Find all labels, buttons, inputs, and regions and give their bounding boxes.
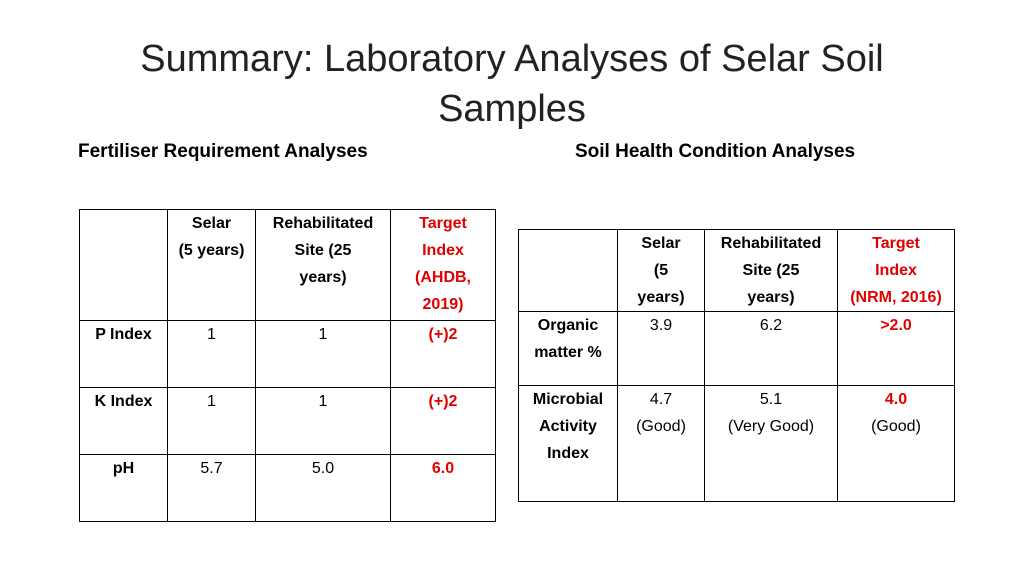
table-header-row: Selar (5 years) Rehabilitated Site (25 y… xyxy=(519,230,955,312)
row-label: Microbial Activity Index xyxy=(519,386,618,502)
row-label: pH xyxy=(80,455,168,522)
header-selar: Selar (5 years) xyxy=(168,210,256,321)
header-rehabilitated: Rehabilitated Site (25 years) xyxy=(705,230,838,312)
row-label: P Index xyxy=(80,321,168,388)
header-rehabilitated: Rehabilitated Site (25 years) xyxy=(256,210,391,321)
selar-value: 5.7 xyxy=(168,455,256,522)
target-value: 4.0 (Good) xyxy=(838,386,955,502)
fertiliser-heading: Fertiliser Requirement Analyses xyxy=(78,141,368,163)
rehab-value: 6.2 xyxy=(705,312,838,386)
rehab-value: 5.0 xyxy=(256,455,391,522)
header-selar: Selar (5 years) xyxy=(618,230,705,312)
page-title: Summary: Laboratory Analyses of Selar So… xyxy=(60,34,964,134)
selar-value: 4.7 (Good) xyxy=(618,386,705,502)
target-value: (+)2 xyxy=(391,321,496,388)
rehab-value: 1 xyxy=(256,321,391,388)
table-row: K Index 1 1 (+)2 xyxy=(80,388,496,455)
rehab-value: 1 xyxy=(256,388,391,455)
header-empty-cell xyxy=(80,210,168,321)
selar-value: 3.9 xyxy=(618,312,705,386)
title-line-1: Summary: Laboratory Analyses of Selar So… xyxy=(60,34,964,84)
target-value: >2.0 xyxy=(838,312,955,386)
fertiliser-table: Selar (5 years) Rehabilitated Site (25 y… xyxy=(79,209,496,522)
table-row: P Index 1 1 (+)2 xyxy=(80,321,496,388)
soil-health-table: Selar (5 years) Rehabilitated Site (25 y… xyxy=(518,229,955,502)
table-header-row: Selar (5 years) Rehabilitated Site (25 y… xyxy=(80,210,496,321)
row-label: K Index xyxy=(80,388,168,455)
title-line-2: Samples xyxy=(60,84,964,134)
row-label: Organic matter % xyxy=(519,312,618,386)
selar-value: 1 xyxy=(168,388,256,455)
selar-value: 1 xyxy=(168,321,256,388)
header-empty-cell xyxy=(519,230,618,312)
header-target-index: Target Index (NRM, 2016) xyxy=(838,230,955,312)
header-target-index: Target Index (AHDB, 2019) xyxy=(391,210,496,321)
soil-health-heading: Soil Health Condition Analyses xyxy=(575,141,855,163)
table-row: Organic matter % 3.9 6.2 >2.0 xyxy=(519,312,955,386)
target-value: (+)2 xyxy=(391,388,496,455)
table-row: Microbial Activity Index 4.7 (Good) 5.1 … xyxy=(519,386,955,502)
table-row: pH 5.7 5.0 6.0 xyxy=(80,455,496,522)
rehab-value: 5.1 (Very Good) xyxy=(705,386,838,502)
target-value: 6.0 xyxy=(391,455,496,522)
